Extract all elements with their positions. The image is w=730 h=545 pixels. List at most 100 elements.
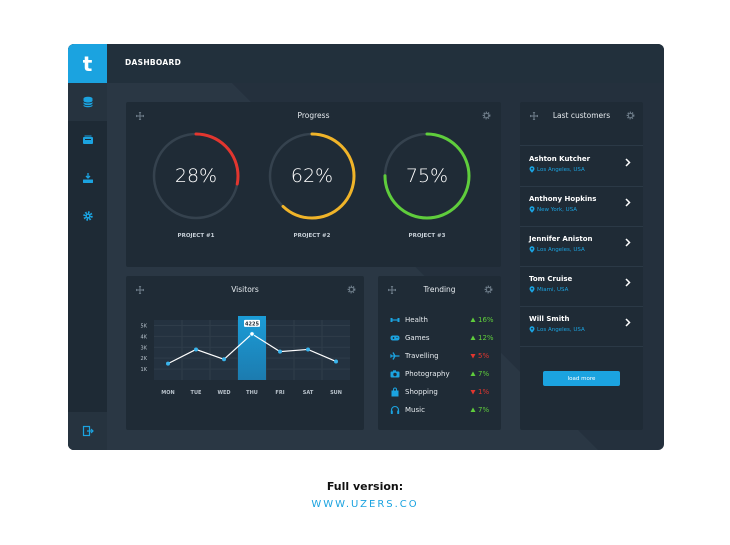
gear-icon — [82, 211, 93, 221]
progress-ring-project-2: 62% — [267, 131, 357, 221]
customer-row[interactable]: Tom Cruise Miami, USA — [520, 266, 643, 307]
chevron-right-icon[interactable] — [625, 318, 631, 327]
chevron-right-icon[interactable] — [625, 278, 631, 287]
dashboard-window: t — [68, 44, 664, 450]
move-icon[interactable] — [136, 286, 144, 294]
data-point — [194, 347, 198, 352]
x-tick-label: MON — [161, 390, 174, 396]
chevron-right-icon[interactable] — [625, 198, 631, 207]
sidebar-item-settings[interactable] — [68, 197, 107, 235]
y-tick-label: 3K — [141, 345, 148, 351]
trending-percent: 7% — [478, 370, 490, 378]
customer-name: Ashton Kutcher — [529, 155, 591, 163]
sidebar-item-download[interactable] — [68, 159, 107, 197]
move-icon[interactable] — [530, 112, 538, 120]
customer-row[interactable]: Will Smith Los Angeles, USA — [520, 306, 643, 347]
trending-label: Travelling — [405, 352, 439, 360]
customer-location: Los Angeles, USA — [537, 327, 585, 333]
data-point — [249, 331, 255, 337]
trend-up-arrow-icon — [470, 335, 476, 340]
customer-name: Jennifer Aniston — [529, 235, 593, 243]
data-point — [306, 347, 310, 352]
app-logo[interactable]: t — [68, 44, 107, 83]
visitors-line-chart: 5K 4K 3K 2K 1K MON TUE WED THU FRI SAT SUN 4225 — [141, 316, 350, 396]
progress-ring-project-1: 28% — [151, 131, 241, 221]
data-point — [166, 361, 170, 366]
y-tick-label: 5K — [141, 323, 148, 329]
sidebar: t — [68, 44, 107, 450]
move-icon[interactable] — [136, 112, 144, 120]
customer-row[interactable]: Anthony Hopkins New York, USA — [520, 186, 643, 227]
progress-value: 62% — [290, 165, 334, 187]
progress-ring-project-3: 75% — [382, 131, 472, 221]
progress-value: 28% — [174, 165, 218, 187]
trending-item-games[interactable]: Games 12% — [378, 330, 501, 348]
trending-label: Health — [405, 316, 428, 324]
trending-item-shopping[interactable]: Shopping 1% — [378, 384, 501, 402]
trend-down-arrow-icon — [470, 390, 476, 395]
trending-item-music[interactable]: Music 7% — [378, 402, 501, 420]
database-icon — [82, 96, 93, 108]
data-point — [334, 359, 338, 364]
gamepad-icon — [390, 335, 400, 341]
customer-location: New York, USA — [537, 207, 578, 213]
location-pin-icon — [529, 206, 535, 213]
customer-name: Will Smith — [529, 315, 570, 323]
customer-name: Anthony Hopkins — [529, 195, 597, 203]
sidebar-item-database[interactable] — [68, 83, 107, 121]
progress-label: PROJECT #2 — [293, 233, 331, 239]
plane-icon — [390, 352, 400, 360]
panel-settings-gear-icon[interactable] — [482, 111, 491, 120]
trend-up-arrow-icon — [470, 317, 476, 322]
trending-item-health[interactable]: Health 16% — [378, 312, 501, 330]
customer-name: Tom Cruise — [529, 275, 573, 283]
trend-up-arrow-icon — [470, 407, 476, 412]
trending-percent: 7% — [478, 406, 490, 414]
trending-percent: 16% — [478, 316, 494, 324]
location-pin-icon — [529, 326, 535, 333]
customer-location: Los Angeles, USA — [537, 167, 585, 173]
headphones-icon — [390, 405, 400, 414]
sidebar-item-cards[interactable] — [68, 121, 107, 159]
move-icon[interactable] — [388, 286, 396, 294]
trending-item-photography[interactable]: Photography 7% — [378, 366, 501, 384]
trend-down-arrow-icon — [470, 354, 476, 359]
chevron-right-icon[interactable] — [625, 158, 631, 167]
location-pin-icon — [529, 246, 535, 253]
camera-icon — [390, 370, 400, 378]
trending-label: Shopping — [405, 388, 438, 396]
progress-title: Progress — [297, 111, 330, 120]
chevron-right-icon[interactable] — [625, 238, 631, 247]
trending-label: Photography — [405, 370, 450, 378]
panel-settings-gear-icon[interactable] — [484, 285, 493, 294]
progress-arc — [383, 132, 471, 220]
trending-title: Trending — [423, 285, 456, 294]
customers-panel: Last customers Ashton Kutcher Los Angele… — [520, 102, 643, 430]
load-more-button[interactable]: load more — [543, 371, 620, 386]
panel-settings-gear-icon[interactable] — [626, 111, 635, 120]
location-pin-icon — [529, 286, 535, 293]
x-tick-label: FRI — [275, 390, 284, 396]
customer-row[interactable]: Ashton Kutcher Los Angeles, USA — [520, 146, 643, 187]
shopping-bag-icon — [391, 387, 399, 397]
trending-percent: 12% — [478, 334, 494, 342]
y-tick-label: 1K — [141, 367, 148, 373]
customers-title: Last customers — [552, 111, 611, 120]
sidebar-logout[interactable] — [68, 412, 107, 450]
progress-label: PROJECT #3 — [408, 233, 446, 239]
location-pin-icon — [529, 166, 535, 173]
x-tick-label: THU — [246, 390, 258, 396]
panel-settings-gear-icon[interactable] — [347, 285, 356, 294]
progress-ring-svg — [383, 132, 471, 220]
data-point — [278, 349, 282, 354]
x-tick-label: TUE — [191, 390, 202, 396]
data-label: 4225 — [245, 321, 259, 327]
footer-link[interactable]: WWW.UZERS.CO — [311, 499, 419, 510]
progress-ring-svg — [268, 132, 356, 220]
logout-icon — [82, 425, 94, 437]
trending-percent: 5% — [478, 352, 490, 360]
customer-location: Los Angeles, USA — [537, 247, 585, 253]
customer-row[interactable]: Jennifer Aniston Los Angeles, USA — [520, 226, 643, 267]
divider — [520, 145, 643, 146]
trending-item-travelling[interactable]: Travelling 5% — [378, 348, 501, 366]
